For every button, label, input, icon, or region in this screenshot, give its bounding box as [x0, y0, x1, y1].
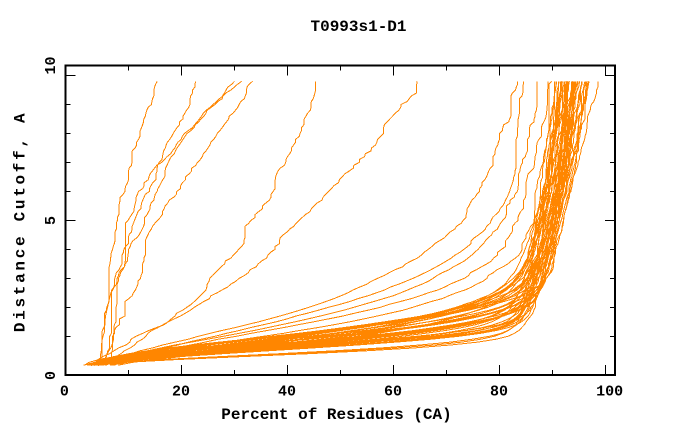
svg-text:60: 60	[384, 384, 402, 401]
svg-text:0: 0	[43, 371, 60, 380]
svg-text:20: 20	[172, 384, 190, 401]
svg-text:40: 40	[278, 384, 296, 401]
svg-text:10: 10	[43, 56, 60, 74]
svg-text:0: 0	[60, 384, 69, 401]
svg-text:100: 100	[596, 384, 623, 401]
svg-text:Percent of Residues (CA): Percent of Residues (CA)	[221, 406, 451, 424]
svg-text:T0993s1-D1: T0993s1-D1	[310, 18, 406, 36]
svg-text:5: 5	[43, 216, 60, 225]
svg-text:Distance Cutoff, A: Distance Cutoff, A	[12, 111, 30, 332]
svg-text:80: 80	[490, 384, 508, 401]
